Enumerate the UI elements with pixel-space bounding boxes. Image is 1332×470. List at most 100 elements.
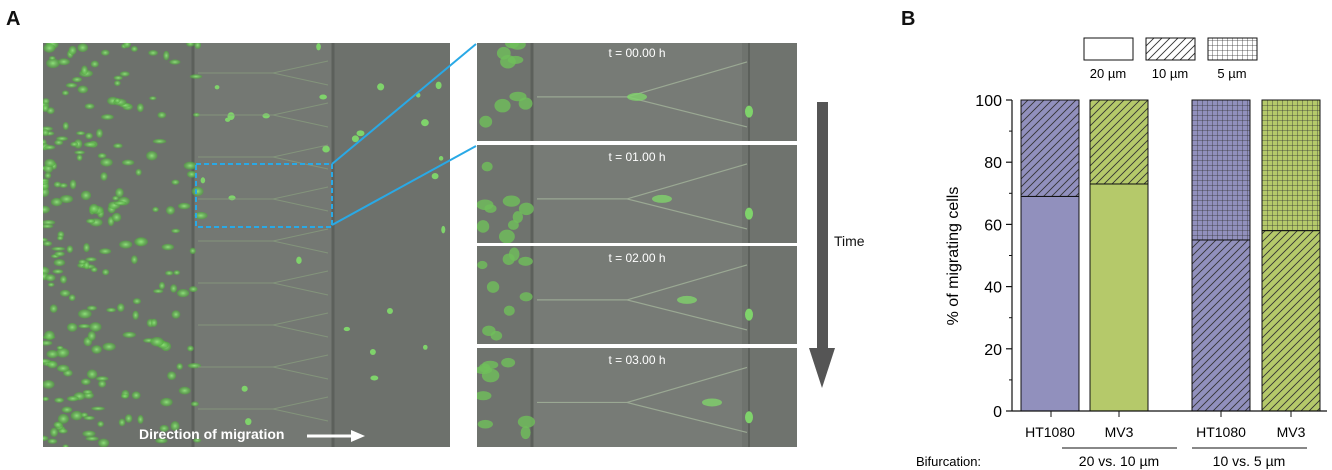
- cell-blob: [508, 247, 520, 261]
- chart-bars: HT1080 MV3 HT1080 MV3: [1020, 99, 1321, 440]
- cell-blob: [113, 200, 127, 206]
- cell-blob: [85, 257, 97, 262]
- cell-blob: [78, 259, 87, 265]
- cell-blob: [102, 342, 116, 351]
- cell-blob: [57, 413, 69, 424]
- cell-blob: [477, 220, 490, 233]
- cell-blob: [54, 251, 65, 257]
- chart-axes: 0 20 40 60 80 100: [975, 93, 1327, 421]
- cell-blob: [241, 385, 248, 392]
- group-label-1: 20 vs. 10 µm: [1079, 453, 1159, 469]
- cell-blob: [477, 366, 493, 375]
- cell-blob: [121, 159, 135, 166]
- cell-blob: [59, 194, 74, 204]
- cell-blob: [83, 415, 95, 421]
- legend-label-20um: 20 µm: [1090, 66, 1126, 81]
- timepoint-label: t = 00.00 h: [608, 46, 666, 60]
- cell-blob: [745, 105, 753, 118]
- cell-blob: [167, 371, 177, 381]
- cell-blob: [43, 340, 53, 346]
- cell-blob: [91, 345, 102, 354]
- cell-blob: [431, 172, 439, 180]
- cell-blob: [176, 289, 190, 298]
- cell-blob: [47, 360, 58, 369]
- cell-blob: [43, 129, 49, 137]
- direction-arrow-icon: [307, 430, 365, 442]
- cell-blob: [77, 43, 89, 53]
- x-tick-label: HT1080: [1025, 424, 1075, 440]
- cell-blob: [86, 305, 97, 311]
- cell-blob: [62, 121, 69, 131]
- cell-blob: [503, 305, 515, 316]
- cell-blob: [441, 225, 446, 234]
- bar-segment: [1090, 183, 1148, 411]
- cell-blob: [43, 223, 54, 229]
- cell-blob: [106, 307, 117, 313]
- cell-blob: [165, 205, 175, 215]
- cell-blob: [69, 179, 77, 190]
- microchannel-line: [537, 163, 748, 230]
- cell-blob: [124, 414, 133, 423]
- cell-blob: [45, 274, 56, 282]
- cell-blob: [150, 318, 158, 327]
- cell-blob: [100, 158, 113, 167]
- timelapse-frame-3: t = 03.00 h: [477, 348, 797, 447]
- cell-blob: [43, 98, 50, 105]
- cell-blob: [146, 150, 158, 161]
- cell-blob: [43, 145, 56, 150]
- cell-blob: [53, 181, 62, 188]
- cell-blob: [435, 81, 442, 90]
- cell-blob: [183, 161, 197, 170]
- cell-blob: [49, 304, 58, 313]
- cell-blob: [214, 85, 220, 90]
- cell-blob: [80, 190, 92, 201]
- cell-blob: [112, 195, 119, 201]
- cell-blob: [137, 414, 144, 424]
- y-tick-label: 0: [993, 404, 1002, 421]
- cell-blob: [131, 391, 141, 400]
- cell-blob: [46, 350, 59, 359]
- cell-blob: [85, 436, 99, 441]
- zoom-connector-lines: [331, 43, 477, 226]
- cell-blob: [44, 172, 52, 179]
- cell-blob: [356, 130, 365, 137]
- cell-blob: [100, 49, 110, 56]
- cell-blob: [70, 141, 79, 147]
- microchannel-line: [537, 264, 748, 331]
- cell-blob: [57, 58, 70, 66]
- microchannel-line: [198, 312, 329, 338]
- cell-blob: [44, 158, 56, 168]
- cell-blob: [496, 46, 511, 60]
- cell-blob: [114, 97, 121, 104]
- cell-blob: [187, 362, 202, 369]
- cell-blob: [74, 150, 86, 155]
- cell-blob: [132, 298, 142, 305]
- y-tick-label: 60: [984, 217, 1002, 234]
- cell-blob: [76, 154, 83, 162]
- bar-segment-pattern: [1021, 100, 1079, 197]
- cell-blob: [96, 128, 103, 138]
- cell-blob: [58, 428, 68, 434]
- cell-blob: [43, 240, 53, 247]
- overview-image: [43, 43, 450, 447]
- cell-blob: [90, 60, 99, 68]
- cell-blob: [78, 323, 91, 329]
- cell-blob: [343, 326, 351, 332]
- cell-blob: [113, 143, 123, 149]
- bar-segment-pattern: [1262, 100, 1320, 231]
- cell-blob: [78, 309, 92, 319]
- cell-blob: [68, 45, 77, 55]
- cell-blob: [189, 74, 203, 79]
- cell-blob: [477, 391, 492, 401]
- cell-blob: [111, 212, 122, 222]
- cell-blob: [745, 308, 753, 321]
- cell-blob: [150, 336, 164, 347]
- cell-blob: [163, 50, 170, 61]
- cell-blob: [477, 199, 494, 211]
- cell-blob: [188, 286, 198, 293]
- cell-blob: [507, 55, 524, 64]
- cell-blob: [158, 281, 166, 290]
- cell-blob: [83, 242, 90, 253]
- cell-blob: [43, 104, 49, 113]
- cell-blob: [502, 195, 521, 207]
